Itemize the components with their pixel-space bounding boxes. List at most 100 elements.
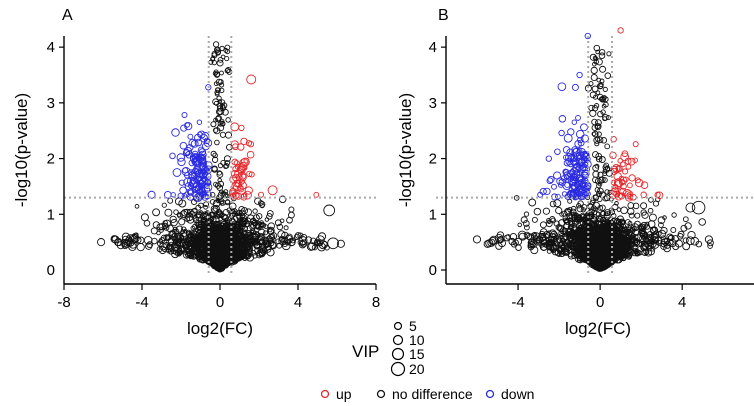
data-point-no-difference (682, 237, 689, 244)
data-point-no-difference (567, 252, 576, 260)
data-point-no-difference (197, 220, 205, 229)
data-point-no-difference (515, 244, 522, 251)
data-point-no-difference (134, 203, 140, 209)
data-point-no-difference (526, 233, 534, 241)
data-point-no-difference (567, 198, 573, 204)
data-point-down (184, 122, 190, 128)
data-point-down (186, 144, 194, 152)
data-point-no-difference (201, 242, 208, 249)
data-point-no-difference (595, 90, 601, 95)
data-point-no-difference (562, 246, 569, 253)
data-point-up (233, 182, 242, 191)
data-point-no-difference (208, 230, 217, 239)
data-point-down (169, 152, 176, 160)
data-point-down (575, 157, 583, 165)
data-point-no-difference (591, 234, 599, 242)
data-point-no-difference (548, 233, 557, 242)
data-point-no-difference (597, 216, 604, 223)
y-tick-label: 3 (47, 95, 55, 112)
data-point-down (195, 175, 203, 182)
data-point-no-difference (212, 98, 220, 106)
data-point-down (571, 119, 577, 125)
data-point-no-difference (592, 130, 599, 138)
data-point-no-difference (164, 234, 172, 241)
x-tick-label: 0 (596, 294, 604, 311)
data-point-no-difference (219, 222, 225, 229)
data-point-no-difference (566, 230, 573, 238)
data-point-no-difference (250, 229, 256, 236)
data-point-no-difference (517, 230, 527, 240)
data-point-no-difference (589, 225, 596, 232)
data-point-no-difference (225, 199, 231, 205)
data-point-no-difference (596, 77, 602, 83)
data-point-up (240, 137, 248, 146)
data-point-down (199, 177, 208, 187)
data-point-no-difference (570, 236, 579, 244)
data-point-no-difference (174, 232, 182, 240)
data-point-down (163, 190, 172, 199)
y-tick-label: 0 (47, 262, 55, 279)
data-point-no-difference (576, 205, 584, 213)
data-point-no-difference (167, 197, 174, 204)
data-point-down (580, 151, 589, 159)
data-point-no-difference (266, 213, 273, 220)
data-point-no-difference (280, 237, 289, 245)
data-point-no-difference (217, 177, 222, 183)
data-point-up (618, 192, 626, 200)
data-point-up (246, 150, 255, 159)
data-point-no-difference (594, 163, 600, 169)
data-point-no-difference (668, 234, 675, 242)
data-point-down (572, 175, 580, 182)
data-point-no-difference (604, 227, 610, 234)
data-point-no-difference (517, 222, 522, 228)
data-point-no-difference (196, 255, 204, 263)
data-point-no-difference (178, 218, 186, 226)
data-point-no-difference (219, 87, 225, 94)
data-point-no-difference (569, 241, 578, 250)
data-point-no-difference (252, 208, 258, 214)
data-point-no-difference (698, 218, 706, 226)
data-point-no-difference (564, 239, 571, 246)
data-point-no-difference (207, 217, 214, 223)
data-point-no-difference (203, 201, 209, 208)
data-point-no-difference (616, 221, 624, 230)
data-point-no-difference (600, 137, 608, 144)
data-point-no-difference (598, 52, 606, 59)
data-point-no-difference (660, 242, 668, 250)
data-point-no-difference (219, 131, 226, 138)
data-point-no-difference (503, 234, 511, 242)
data-point-no-difference (195, 224, 204, 232)
data-point-no-difference (223, 241, 231, 249)
data-point-no-difference (298, 236, 308, 246)
data-point-no-difference (660, 240, 667, 248)
data-point-no-difference (252, 252, 258, 259)
data-point-no-difference (224, 159, 231, 166)
data-point-no-difference (167, 237, 176, 246)
data-point-no-difference (609, 225, 617, 233)
legend-down-marker (485, 389, 495, 399)
data-point-no-difference (595, 155, 603, 163)
data-point-down (558, 129, 565, 137)
data-point-no-difference (568, 212, 576, 220)
data-point-no-difference (549, 200, 557, 208)
data-point-no-difference (587, 237, 594, 244)
data-point-no-difference (658, 222, 664, 228)
data-point-down (176, 153, 186, 162)
data-point-no-difference (641, 211, 649, 219)
data-point-down (555, 193, 561, 200)
vip-size-20-label: 20 (409, 361, 425, 377)
data-point-no-difference (265, 240, 272, 247)
data-point-no-difference (175, 239, 182, 246)
data-point-no-difference (157, 240, 164, 247)
data-point-up (635, 178, 644, 188)
data-point-no-difference (595, 58, 603, 66)
data-point-no-difference (213, 46, 221, 54)
data-point-no-difference (161, 202, 167, 208)
data-point-down (197, 146, 205, 154)
data-point-no-difference (314, 238, 321, 246)
data-point-down (170, 192, 176, 198)
data-point-no-difference (582, 245, 590, 254)
data-point-no-difference (213, 69, 219, 75)
data-point-up (232, 192, 240, 199)
